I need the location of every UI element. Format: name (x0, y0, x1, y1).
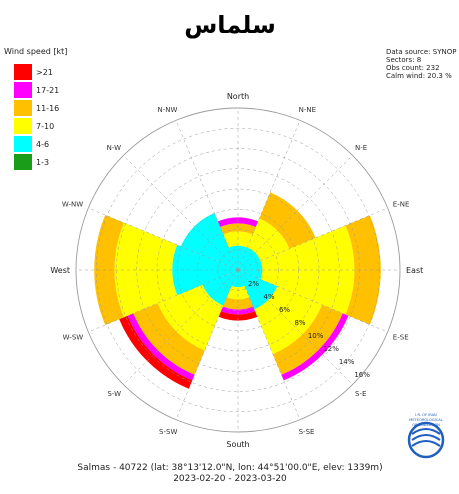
sector-s-e-bin-2 (254, 286, 323, 355)
sector-south-bin-3 (222, 297, 254, 310)
sector-east-bin-2 (260, 225, 355, 315)
direction-label: E-NE (393, 200, 410, 208)
legend-swatch (14, 100, 32, 116)
sector-north-bin-4 (217, 217, 259, 227)
direction-label: South (226, 440, 249, 449)
grid-spoke (237, 120, 301, 271)
ring-label: 2% (248, 280, 259, 288)
grid-spoke (175, 269, 239, 420)
grid-ring (75, 107, 401, 433)
direction-label: N-E (355, 144, 367, 152)
direction-label: S-SW (159, 428, 177, 436)
legend-swatch (14, 82, 32, 98)
direction-label: S-E (355, 390, 366, 398)
logo-text-1: I.R. OF IRAN (415, 413, 437, 417)
direction-label: N-NW (157, 106, 177, 114)
legend-label: >21 (36, 68, 53, 77)
ring-label: 4% (263, 293, 274, 301)
info-line-obs-count: Obs count: 232 (386, 64, 440, 72)
direction-label: East (406, 266, 423, 275)
legend-label: 11-16 (36, 104, 59, 113)
footer-station: Salmas - 40722 (lat: 38°13'12.0"N, lon: … (77, 463, 382, 473)
ring-label: 16% (354, 371, 370, 379)
grid-spoke (123, 269, 239, 385)
legend-label: 17-21 (36, 86, 59, 95)
sector-n-e-bin-3 (259, 192, 316, 249)
direction-label: N-NE (299, 106, 316, 114)
chart-title: سلماس (184, 11, 276, 39)
direction-label: E-SE (393, 334, 409, 342)
sector-s-w-bin-5 (119, 315, 193, 389)
grid-ring (197, 229, 279, 311)
grid-spoke (175, 120, 239, 271)
grid-ring (136, 168, 340, 372)
grid-spoke (237, 207, 388, 271)
legend-swatch (14, 154, 32, 170)
sector-east-bin-3 (345, 215, 381, 325)
grid-spoke (123, 155, 239, 271)
direction-labels: North N-NE N-E E-NE East E-SE S-E S-SE South S-SW… (50, 92, 423, 449)
sector-south-bin-4 (220, 306, 256, 315)
legend-label: 7-10 (36, 122, 54, 131)
sector-north-bin-3 (220, 223, 256, 235)
grid-spoke (237, 269, 301, 420)
grid-spoke (237, 155, 353, 271)
legend-label: 4-6 (36, 140, 49, 149)
info-box: Data source: SYNOP Sectors: 8 Obs count:… (386, 48, 456, 80)
logo-waves-icon (411, 428, 441, 447)
ring-label: 8% (294, 319, 305, 327)
info-line-calm-wind: Calm wind: 20.3 % (386, 72, 452, 80)
logo-text-2: METEOROLOGICAL (409, 418, 443, 422)
wind-sectors (94, 192, 381, 389)
direction-label: W-NW (62, 200, 83, 208)
sector-s-e-bin-4 (281, 313, 349, 381)
info-line-source: Data source: SYNOP (386, 48, 456, 56)
grid-spoke (88, 269, 239, 333)
imo-logo: I.R. OF IRAN METEOROLOGICAL ORGANIZATION (407, 413, 445, 459)
footer-period: 2023-02-20 - 2023-03-20 (173, 474, 287, 484)
legend-label: 1-3 (36, 158, 49, 167)
legend-swatch (14, 64, 32, 80)
sector-south-bin-5 (218, 311, 258, 321)
ring-label: 6% (279, 306, 290, 314)
logo-text-3: ORGANIZATION (412, 423, 440, 427)
legend-swatch (14, 118, 32, 134)
grid-ring (96, 128, 380, 412)
ring-label: 12% (323, 345, 339, 353)
direction-label: S-W (107, 390, 121, 398)
legend-title: Wind speed [kt] (4, 47, 67, 56)
info-line-sectors: Sectors: 8 (386, 56, 421, 64)
direction-label: North (227, 92, 249, 101)
direction-label: W-SW (63, 334, 84, 342)
polar-grid (75, 107, 401, 433)
sector-s-w-bin-4 (127, 313, 195, 381)
ring-label: 14% (339, 358, 355, 366)
direction-label: S-SE (299, 428, 315, 436)
grid-spoke (237, 269, 353, 385)
legend: Wind speed [kt] >21 17-21 11-16 7-10 4-6 1-3 (4, 47, 67, 170)
grid-spoke (88, 207, 239, 271)
direction-label: N-W (107, 144, 121, 152)
legend-swatch (14, 136, 32, 152)
grid-spoke (237, 269, 388, 333)
ring-labels: 2% 4% 6% 8%10% 12%14% 16% (248, 280, 370, 379)
ring-label: 10% (308, 332, 324, 340)
direction-label: West (50, 266, 70, 275)
